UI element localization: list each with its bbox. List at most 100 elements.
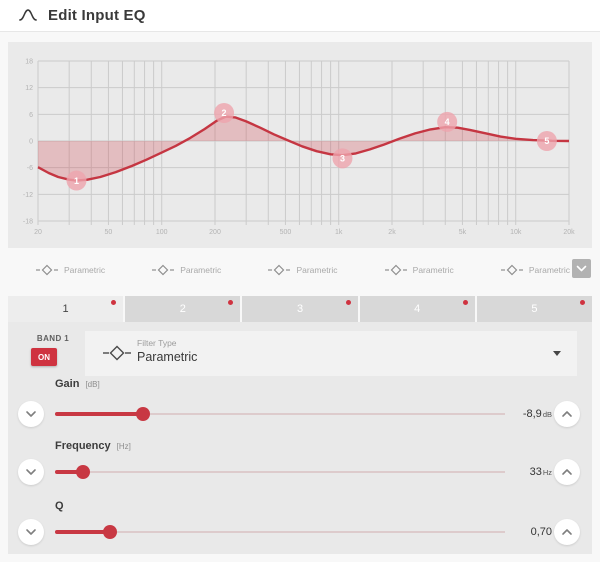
filter-chip-row: Parametric Parametric Parametric Parametric… — [36, 260, 570, 280]
svg-text:4: 4 — [445, 117, 450, 127]
q-value: 0,70 — [530, 526, 552, 538]
svg-text:3: 3 — [340, 154, 345, 164]
slider-row-gain: Gain [dB] -8,9dB — [8, 378, 592, 436]
frequency-slider-rail — [55, 471, 505, 473]
x-axis-tick-label: 2k — [388, 229, 396, 236]
eq-band-handle-4[interactable]: 4 — [437, 111, 458, 132]
band-tab-1[interactable]: 1 — [8, 296, 124, 322]
gain-slider-rail — [55, 413, 505, 415]
chevron-up-icon — [562, 529, 572, 535]
filter-chip-label: Parametric — [180, 265, 222, 275]
filter-chip-label: Parametric — [64, 265, 106, 275]
parametric-filter-icon — [500, 264, 523, 276]
frequency-value: 33Hz — [529, 466, 552, 478]
page-title: Edit Input EQ — [48, 7, 146, 24]
gain-slider-handle[interactable] — [136, 407, 151, 421]
filter-type-value: Parametric — [137, 350, 198, 364]
chevron-down-icon — [26, 411, 36, 417]
eq-band-handle-3[interactable]: 3 — [332, 148, 353, 169]
y-axis-tick-label: 0 — [29, 139, 33, 146]
x-axis-tick-label: 20 — [34, 229, 42, 236]
eq-band-handle-2[interactable]: 2 — [214, 103, 235, 123]
frequency-label: Frequency [Hz] — [55, 440, 131, 452]
q-slider-rail — [55, 531, 505, 533]
band-tabs: 1 2 3 4 5 — [8, 296, 593, 322]
tab-label: 1 — [62, 303, 69, 315]
eq-curve-icon — [19, 9, 37, 21]
q-label: Q — [55, 500, 64, 512]
q-slider-fill — [55, 530, 110, 534]
svg-text:2: 2 — [222, 108, 227, 118]
x-axis-tick-label: 5k — [459, 229, 467, 236]
gain-increment-button[interactable] — [554, 401, 580, 427]
filter-type-chip-5: Parametric — [500, 264, 570, 276]
chevron-down-icon — [26, 469, 36, 475]
frequency-slider-track[interactable] — [55, 465, 505, 479]
y-axis-tick-label: 18 — [25, 59, 33, 66]
filter-type-chip-3: Parametric — [268, 264, 338, 276]
y-axis-tick-label: -18 — [23, 219, 33, 226]
band-tab-2[interactable]: 2 — [125, 296, 241, 322]
y-axis-tick-label: -12 — [23, 192, 33, 199]
frequency-decrement-button[interactable] — [18, 459, 44, 485]
tab-label: 5 — [531, 303, 538, 315]
frequency-value-unit: Hz — [542, 468, 552, 477]
frequency-unit-bracket: [Hz] — [116, 442, 131, 451]
tab-label: 4 — [414, 303, 421, 315]
parametric-filter-icon — [152, 264, 175, 276]
band-active-dot — [580, 300, 586, 305]
frequency-slider-handle[interactable] — [75, 465, 90, 479]
x-axis-tick-label: 10k — [510, 229, 522, 236]
q-decrement-button[interactable] — [18, 519, 44, 545]
gain-slider-fill — [55, 412, 144, 416]
band-power-toggle[interactable]: ON — [31, 348, 57, 366]
parametric-filter-icon — [268, 264, 291, 276]
band-tab-5[interactable]: 5 — [476, 296, 593, 322]
band-tab-4[interactable]: 4 — [359, 296, 475, 322]
band-label: BAND 1 — [36, 334, 70, 343]
chevron-down-icon — [576, 265, 587, 271]
parametric-filter-icon — [103, 345, 131, 361]
band-active-dot — [462, 300, 468, 305]
frequency-increment-button[interactable] — [554, 459, 580, 485]
gain-decrement-button[interactable] — [18, 401, 44, 427]
gain-value-unit: dB — [542, 410, 552, 419]
band-active-dot — [228, 300, 234, 305]
gain-label: Gain [dB] — [55, 378, 100, 390]
y-axis-tick-label: 6 — [29, 112, 33, 119]
header: Edit Input EQ — [0, 0, 600, 32]
q-slider-track[interactable] — [55, 525, 505, 539]
x-axis-tick-label: 50 — [105, 229, 113, 236]
filter-type-label: Filter Type — [137, 338, 177, 348]
eq-graph-panel[interactable]: 18 12 6 0 -6 -12 -18 20 50 100 200 500 1k 2k 5k 10k 20k 1… — [8, 42, 592, 248]
band-tab-3[interactable]: 3 — [242, 296, 358, 322]
chevron-up-icon — [562, 411, 572, 417]
x-axis-tick-label: 20k — [563, 229, 575, 236]
y-axis-tick-label: -6 — [27, 165, 33, 172]
filter-type-chip-4: Parametric — [384, 264, 454, 276]
tab-label: 3 — [296, 303, 304, 315]
slider-row-q: Q 0,70 — [8, 500, 592, 558]
x-axis-tick-label: 100 — [156, 229, 168, 236]
filter-type-chip-2: Parametric — [152, 264, 221, 276]
filter-type-dropdown[interactable]: Filter Type Parametric — [85, 331, 577, 376]
eq-curve — [37, 115, 570, 182]
band-detail-panel: BAND 1 ON Filter Type Parametric Gain [dB… — [8, 322, 592, 554]
collapse-button[interactable] — [572, 259, 591, 278]
chevron-up-icon — [562, 469, 572, 475]
svg-text:5: 5 — [544, 136, 549, 146]
eq-band-handle-1[interactable]: 1 — [66, 170, 87, 191]
y-axis-tick-label: 12 — [25, 85, 33, 92]
parametric-filter-icon — [36, 264, 58, 276]
band-active-dot — [345, 300, 351, 305]
eq-band-handle-5[interactable]: 5 — [536, 131, 557, 151]
gain-slider-track[interactable] — [55, 407, 505, 421]
band-active-dot — [111, 300, 117, 305]
gain-unit-bracket: [dB] — [85, 380, 100, 389]
q-slider-handle[interactable] — [102, 525, 117, 539]
chevron-down-icon — [26, 529, 36, 535]
tab-label: 2 — [179, 303, 186, 315]
q-increment-button[interactable] — [554, 519, 580, 545]
